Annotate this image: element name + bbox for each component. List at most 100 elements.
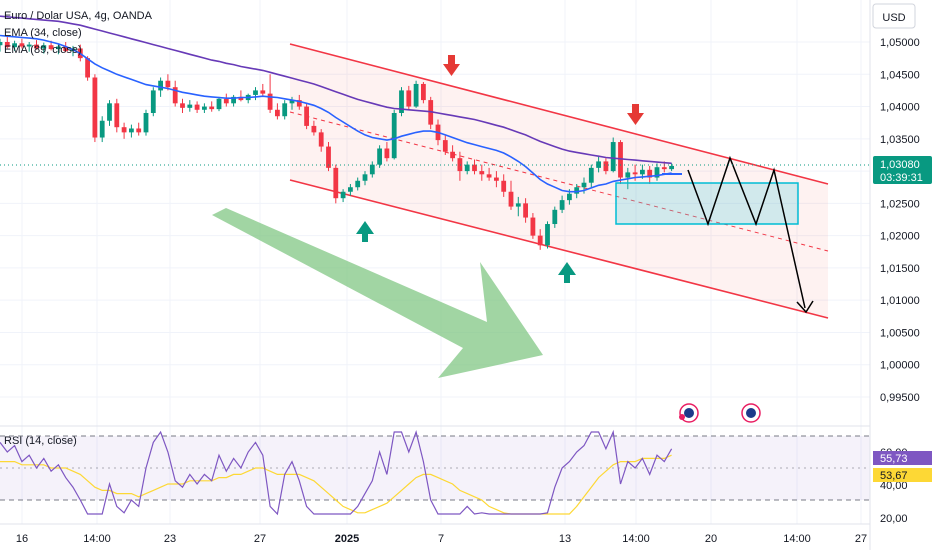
candle-body [523,203,528,218]
candle-body [253,90,258,95]
candle-body [158,80,163,91]
down-arrow-icon [443,55,460,76]
candle-body [136,128,142,133]
down-arrow-icon [627,104,644,125]
candle-body [464,164,470,172]
candle-body [348,187,353,192]
candle-body [610,142,616,172]
time-tick: 23 [164,533,176,545]
ema34-legend[interactable]: EMA (34, close) [4,27,82,39]
time-tick: 14:00 [783,533,811,545]
price-tick: 1,04500 [880,69,920,81]
time-tick: 27 [855,533,867,545]
currency-box[interactable] [872,3,916,29]
rsi-ma-badge [873,468,932,482]
candle-body [362,174,368,181]
candle-body [275,109,280,117]
currency-label: USD [882,12,905,24]
candle-body [559,200,565,210]
candle-body [180,103,185,108]
candle-body [114,103,120,128]
candle-body [421,83,426,101]
symbol-title[interactable]: Euro / Dolar USA, 4g, OANDA [4,10,153,22]
time-tick: 7 [438,533,444,545]
candle-body [384,148,390,159]
channel-upper-line [289,43,829,185]
ema34-line [0,34,672,193]
candle-body [194,104,200,110]
candle-body [326,146,331,168]
candle-body [209,106,215,110]
candle-body [165,80,171,88]
price-tick: 1,03500 [880,134,920,146]
candle-body [48,45,54,50]
rsi-legend[interactable]: RSI (14, close) [4,435,77,447]
time-axis-ticks[interactable]: 16 14:00 23 27 2025 7 13 14:00 20 14:00 27 [16,533,867,545]
time-tick: 2025 [335,533,359,545]
candle-body [289,100,295,104]
candle-body [311,125,317,133]
price-tick: 1,00500 [880,327,920,339]
candle-body [632,172,638,175]
candle-body [85,58,90,78]
candle-body [223,98,229,104]
candle-body [406,90,412,107]
candle-body [150,90,156,113]
rsi-line [0,429,673,516]
candle-body [537,235,543,246]
candle-body [107,103,112,121]
ema89-legend[interactable]: EMA (89, close) [4,44,82,56]
candle-body [450,151,455,159]
candle-body [355,180,361,188]
candle-body [56,46,61,50]
projection-path [687,155,806,309]
rsi-band [0,436,875,500]
price-tick: 1,04000 [880,102,920,114]
price-tick: 1,01000 [880,295,920,307]
candle-body [4,42,10,48]
time-tick: 14:00 [622,533,650,545]
candle-body [588,167,594,183]
time-tick: 14:00 [83,533,111,545]
candle-body [647,169,653,178]
price-tick: 1,02500 [880,198,920,210]
candle-body [501,180,507,192]
candle-body [231,96,236,104]
news-event-icon[interactable] [679,403,699,423]
up-arrow-icon [356,221,374,242]
candle-body [12,43,17,48]
price-tick: 1,05000 [880,37,920,49]
candle-body [399,90,404,113]
candle-body [552,209,558,225]
candle-body [369,164,375,175]
candle-body [19,43,25,47]
candle-body [581,182,587,188]
economic-event-icon[interactable] [741,403,761,423]
candle-body [318,132,324,147]
rsi-ma-badge-text: 53,67 [880,470,908,482]
price-tick: 1,02000 [880,231,920,243]
candle-body [515,203,521,207]
candle-body [129,128,134,133]
price-axis-panel[interactable] [870,0,932,550]
candle-body [625,172,631,178]
ema89-line [0,15,672,165]
candle-body [479,171,485,175]
candle-body [92,77,98,138]
candle-body [413,83,419,107]
candle-body [377,148,382,165]
candle-body [654,167,660,178]
candle-body [596,161,601,168]
candle-body [238,96,244,101]
channel-fill [290,44,828,318]
candle-body [172,87,178,104]
candle-body [457,158,463,172]
time-tick: 16 [16,533,28,545]
candle-body [34,44,39,49]
channel-lower-line [289,179,829,319]
rsi-tick: 40,00 [880,480,908,492]
candle-body [296,100,302,107]
candle-body [508,191,514,207]
price-badge-timer: 03:39:31 [880,172,923,184]
